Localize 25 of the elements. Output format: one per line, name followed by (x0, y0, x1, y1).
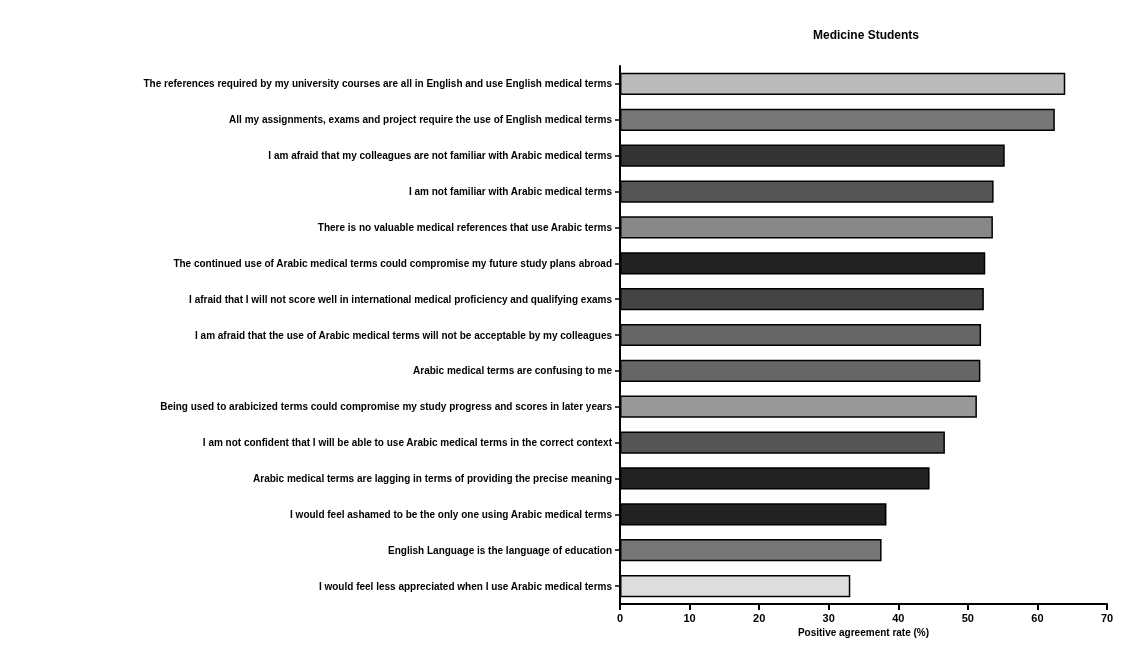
y-tick-label: I am afraid that my colleagues are not familiar with Arabic medical terms (268, 150, 613, 162)
x-tick-label: 50 (961, 611, 974, 624)
y-tick-label: All my assignments, exams and project require the use of English medical terms (229, 114, 613, 126)
x-tick-label: 30 (822, 611, 835, 624)
x-tick-label: 0 (616, 611, 624, 624)
y-tick-label: English Language is the language of education (388, 544, 612, 556)
x-axis-title: Positive agreement rate (%) (797, 627, 930, 639)
y-tick-label: I am afraid that the use of Arabic medical terms will not be acceptable by my colleagues (195, 329, 613, 341)
chart-title: Medicine Students (813, 28, 920, 42)
x-tick-label: 60 (1031, 611, 1044, 624)
y-tick-label: I afraid that I will not score well in international medical proficiency and qualifying exams (189, 293, 613, 305)
x-tick-label: 40 (892, 611, 905, 624)
y-tick-label: I would feel less appreciated when I use Arabic medical terms (318, 580, 613, 592)
x-tick-label: 10 (683, 611, 696, 624)
y-tick-label: Arabic medical terms are confusing to me (413, 365, 613, 377)
y-tick-label: Arabic medical terms are lagging in terms of providing the precise meaning (253, 472, 612, 484)
x-tick-label: 70 (1100, 611, 1114, 624)
y-tick-label: I am not familiar with Arabic medical terms (408, 186, 613, 198)
x-tick-label: 20 (753, 611, 766, 624)
y-tick-label: The references required by my university courses are all in English and use English medical terms (143, 78, 613, 90)
y-tick-label: There is no valuable medical references that use Arabic terms (317, 221, 613, 233)
y-tick-label: The continued use of Arabic medical terms could compromise my future study plans abroad (173, 257, 612, 269)
y-tick-label: Being used to arabicized terms could compromise my study progress and scores in later years (160, 401, 613, 413)
y-tick-label: I would feel ashamed to be the only one using Arabic medical terms (290, 508, 613, 520)
y-tick-label: I am not confident that I will be able to use Arabic medical terms in the correct context (202, 437, 613, 449)
